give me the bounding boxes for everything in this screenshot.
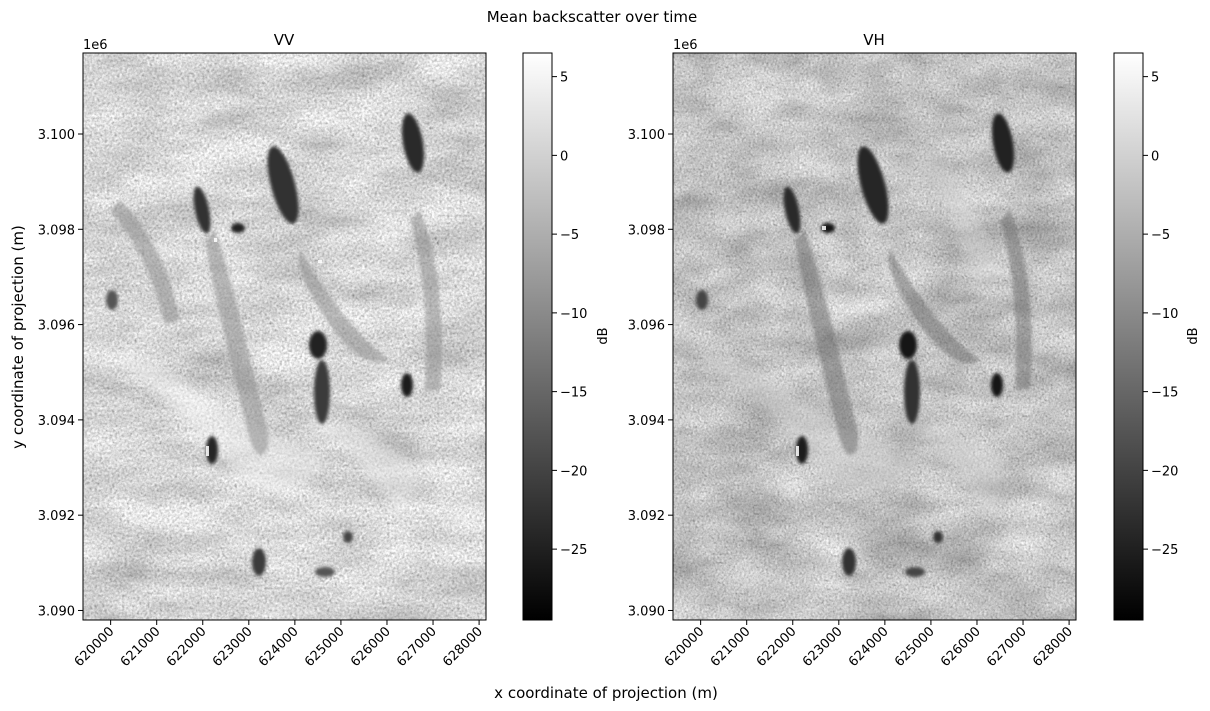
vh-y-tick-label: 3.098: [628, 223, 665, 238]
vv-lakes: [106, 113, 425, 577]
vv-y-tick-label: 3.098: [38, 223, 75, 238]
vv-colorbar-tick-label: −20: [560, 464, 587, 479]
vv-colorbar-label: dB: [596, 327, 611, 344]
vh-y-tick-label: 3.096: [628, 319, 665, 334]
vv-y-tick-label: 3.094: [38, 414, 75, 429]
vh-x-tick-label: 621000: [708, 624, 754, 670]
vv-x-tick-label: 620000: [72, 624, 118, 670]
vh-colorbar-tick-label: −25: [1151, 543, 1178, 558]
vh-y-offset-label: 1e6: [673, 38, 698, 53]
vh-x-tick-label: 627000: [984, 624, 1030, 670]
vh-x-tick-label: 628000: [1030, 624, 1076, 670]
vv-colorbar-tick-label: 5: [560, 71, 568, 86]
figure-suptitle: Mean backscatter over time: [487, 8, 698, 26]
vv-axes-frame: [82, 52, 487, 621]
vh-image: [673, 53, 1076, 620]
vv-image: [83, 53, 486, 620]
vv-x-tick-label: 624000: [256, 624, 302, 670]
vh-colorbar: [1113, 52, 1144, 621]
vv-x-tick-label: 626000: [348, 624, 394, 670]
vv-colorbar-tick-label: −25: [560, 543, 587, 558]
vv-colorbar-tick-label: −10: [560, 307, 587, 322]
vh-colorbar-tick-label: −5: [1151, 228, 1170, 243]
vv-x-ticks: 620000 621000 622000 623000 624000 625000 6260…: [72, 620, 486, 670]
panel-vv: VV 1e6: [38, 31, 611, 670]
vv-x-tick-label: 627000: [394, 624, 440, 670]
vh-colorbar-tick-label: −10: [1151, 307, 1178, 322]
vh-x-tick-label: 620000: [662, 624, 708, 670]
vh-y-tick-label: 3.090: [628, 604, 665, 619]
vv-x-tick-label: 625000: [302, 624, 348, 670]
vh-x-tick-label: 625000: [892, 624, 938, 670]
vh-x-tick-label: 623000: [800, 624, 846, 670]
vv-x-tick-label: 628000: [440, 624, 486, 670]
vv-y-tick-label: 3.090: [38, 604, 75, 619]
vv-colorbar-ticks: 5 0 −5 −10 −15 −20 −25: [552, 71, 587, 558]
vv-y-ticks: 3.090 3.092 3.094 3.096 3.098 3.100: [38, 128, 83, 619]
vh-colorbar-tick-label: −20: [1151, 464, 1178, 479]
vh-x-tick-label: 624000: [846, 624, 892, 670]
vh-y-ticks: 3.090 3.092 3.094 3.096 3.098 3.100: [628, 128, 673, 619]
vh-y-tick-label: 3.092: [628, 509, 665, 524]
vh-colorbar-tick-label: 0: [1151, 149, 1159, 164]
figure-y-axis-label: y coordinate of projection (m): [9, 225, 27, 449]
vh-axes-frame: [672, 52, 1077, 621]
vh-y-tick-label: 3.100: [628, 128, 665, 143]
vh-x-ticks: 620000 621000 622000 623000 624000 625000 6260…: [662, 620, 1076, 670]
vh-colorbar-tick-label: 5: [1151, 71, 1159, 86]
vv-y-offset-label: 1e6: [83, 38, 108, 53]
vh-x-tick-label: 626000: [938, 624, 984, 670]
vh-colorbar-tick-label: −15: [1151, 386, 1178, 401]
vv-colorbar-tick-label: 0: [560, 149, 568, 164]
panel-vh: VH 1e6: [628, 31, 1201, 670]
vh-colorbar-label: dB: [1186, 327, 1201, 344]
vh-y-tick-label: 3.094: [628, 414, 665, 429]
vv-x-tick-label: 622000: [164, 624, 210, 670]
vv-y-tick-label: 3.100: [38, 128, 75, 143]
vv-title: VV: [274, 31, 295, 49]
vv-colorbar-tick-label: −15: [560, 386, 587, 401]
figure-x-axis-label: x coordinate of projection (m): [494, 684, 718, 702]
vv-colorbar-tick-label: −5: [560, 228, 579, 243]
vv-colorbar: [522, 52, 553, 621]
vh-title: VH: [863, 31, 885, 49]
vv-y-tick-label: 3.092: [38, 509, 75, 524]
vv-x-tick-label: 621000: [118, 624, 164, 670]
vh-x-tick-label: 622000: [754, 624, 800, 670]
vv-x-tick-label: 623000: [210, 624, 256, 670]
vh-lakes: [696, 113, 1015, 577]
vh-colorbar-ticks: 5 0 −5 −10 −15 −20 −25: [1143, 71, 1178, 558]
vv-y-tick-label: 3.096: [38, 319, 75, 334]
